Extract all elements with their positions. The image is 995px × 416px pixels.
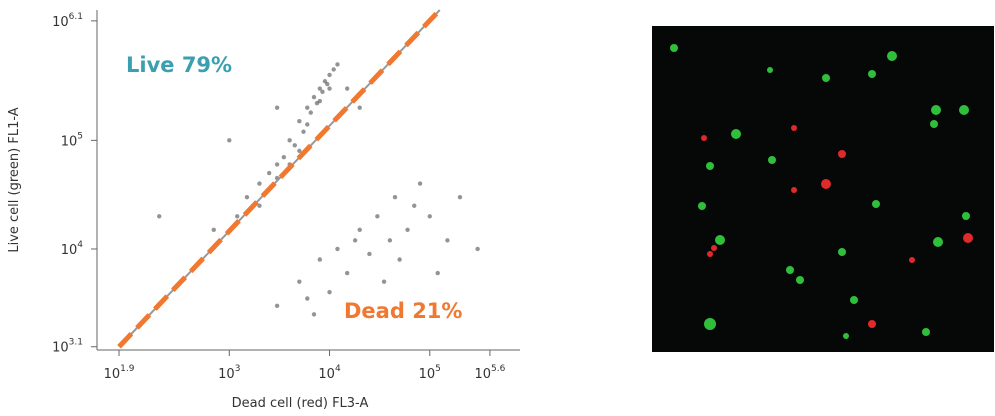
tick-label: 103.1 — [52, 338, 83, 356]
point — [327, 72, 332, 78]
point — [397, 257, 402, 262]
point — [274, 303, 280, 308]
point — [357, 227, 362, 233]
point — [266, 170, 272, 176]
point — [257, 203, 262, 208]
point — [311, 312, 317, 317]
point — [375, 214, 380, 219]
point — [235, 214, 240, 219]
point — [297, 119, 302, 124]
point — [412, 203, 417, 208]
point — [211, 227, 216, 233]
point — [308, 110, 313, 115]
point — [325, 81, 330, 87]
tick-base: 10 — [61, 134, 78, 149]
tick-exponent: 5 — [77, 131, 83, 141]
gate-line-base — [118, 9, 441, 348]
tick-base: 10 — [52, 341, 69, 356]
point — [427, 214, 432, 219]
tick-label: 103 — [218, 364, 240, 382]
microscopy-image — [652, 26, 994, 352]
point — [367, 251, 372, 257]
point — [297, 279, 302, 284]
point — [357, 105, 362, 110]
tick-base: 10 — [419, 367, 436, 382]
point — [381, 279, 387, 284]
tick-exponent: 1.9 — [120, 364, 135, 374]
tick-base: 10 — [61, 243, 78, 258]
annotation: Dead 21% — [344, 299, 462, 323]
point — [417, 181, 423, 186]
tick-label: 104 — [318, 364, 341, 382]
tick-label: 104 — [61, 240, 84, 258]
point — [305, 122, 310, 127]
tick-exponent: 4 — [335, 364, 341, 374]
tick-label: 105.6 — [474, 364, 505, 382]
tick-base: 10 — [474, 367, 491, 382]
point — [435, 270, 440, 276]
tick-base: 10 — [218, 367, 235, 382]
tick-exponent: 6.1 — [69, 12, 83, 22]
point — [335, 62, 340, 67]
point — [320, 89, 325, 94]
point — [311, 94, 317, 100]
annotation: Live 79% — [126, 53, 232, 77]
point — [475, 246, 480, 252]
tick-label: 105 — [419, 364, 441, 382]
point — [317, 257, 323, 262]
point — [344, 86, 350, 91]
point — [327, 86, 332, 91]
point — [292, 143, 297, 148]
point — [157, 214, 162, 219]
point — [281, 154, 287, 160]
tick-exponent: 4 — [77, 240, 83, 250]
point — [317, 86, 323, 91]
point — [305, 105, 310, 110]
point — [274, 162, 280, 167]
point — [335, 246, 340, 252]
x-axis-title: Dead cell (red) FL3-A — [232, 396, 369, 411]
point — [274, 105, 280, 110]
point — [331, 67, 336, 72]
point — [344, 270, 350, 276]
point — [352, 238, 358, 243]
tick-exponent: 5.6 — [491, 364, 506, 374]
point — [305, 296, 310, 301]
point — [301, 129, 306, 134]
point — [287, 138, 292, 143]
point — [257, 181, 262, 186]
tick-exponent: 5 — [435, 364, 441, 374]
point — [327, 290, 332, 295]
point — [405, 227, 410, 233]
point — [387, 238, 393, 243]
tick-label: 105 — [61, 131, 83, 149]
tick-exponent: 3.1 — [69, 338, 83, 348]
tick-label: 101.9 — [104, 364, 135, 382]
y-axis-title: Live cell (green) FL1-A — [7, 107, 22, 252]
point — [317, 98, 323, 104]
point — [445, 238, 450, 243]
point — [227, 138, 232, 143]
tick-exponent: 3 — [235, 364, 241, 374]
tick-base: 10 — [52, 15, 69, 30]
point — [392, 194, 398, 200]
tick-base: 10 — [318, 367, 335, 382]
point — [457, 194, 463, 200]
tick-label: 106.1 — [52, 12, 83, 30]
point — [244, 194, 250, 200]
chart: Live cell (green) FL1-A Dead cell (red) … — [7, 8, 520, 411]
tick-base: 10 — [104, 367, 121, 382]
point — [297, 148, 302, 154]
